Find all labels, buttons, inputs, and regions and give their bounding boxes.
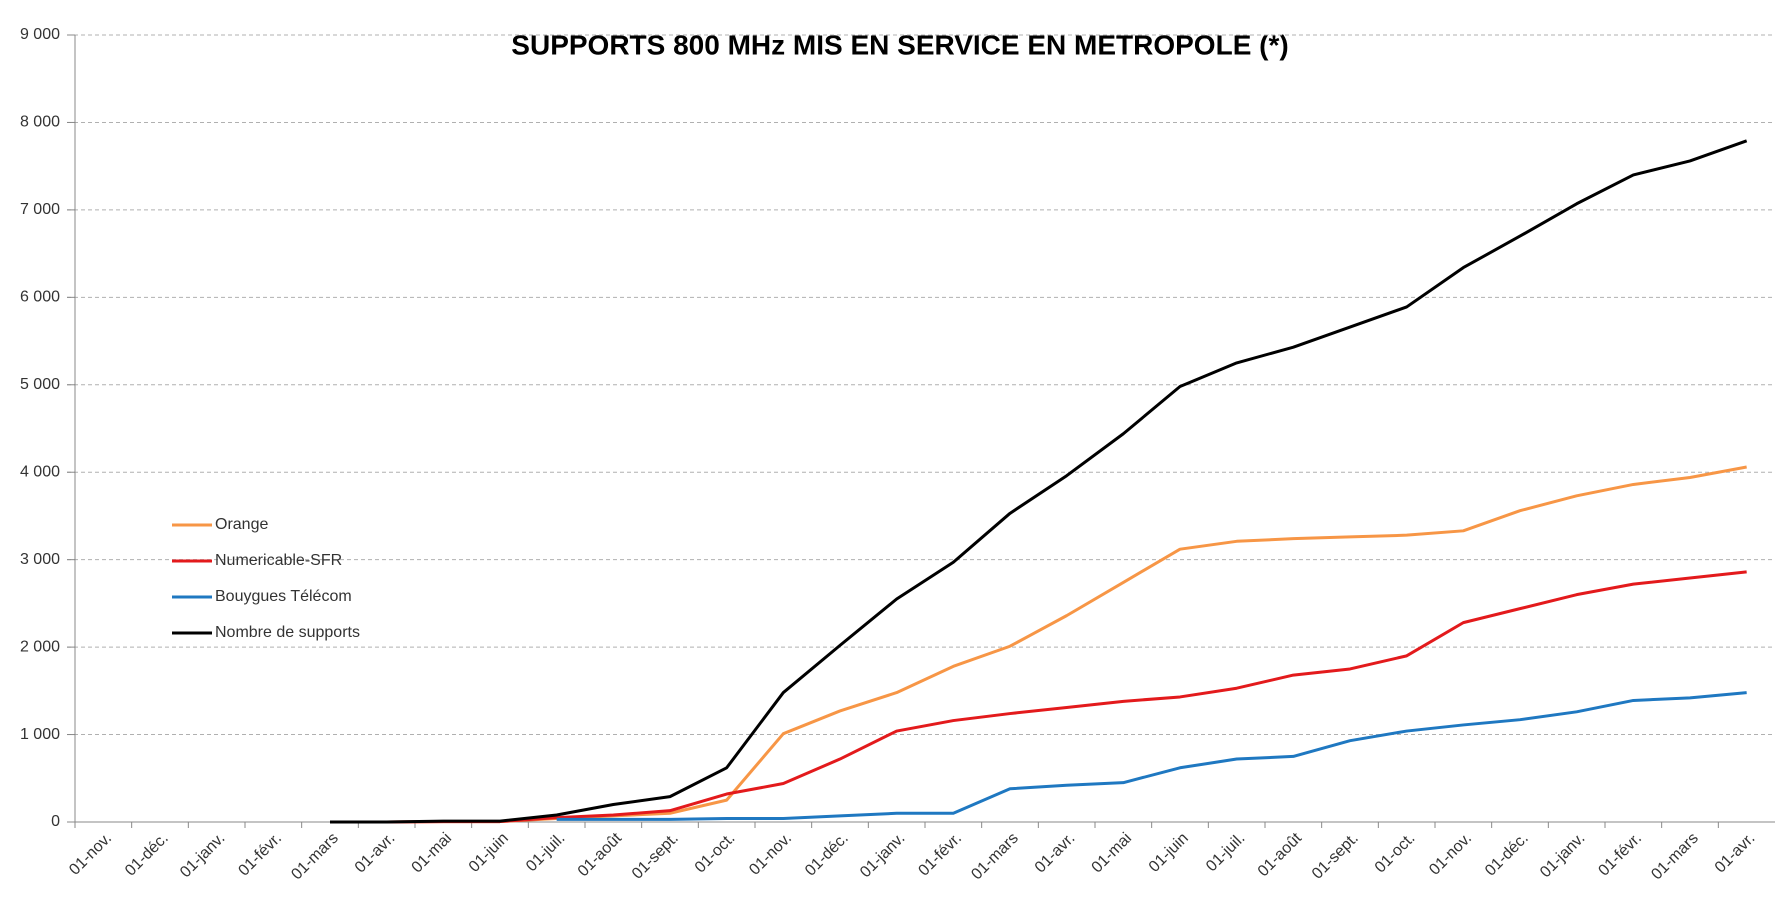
y-tick-label: 6 000	[20, 289, 60, 306]
x-tick-label: 01-sept.	[629, 830, 682, 883]
series-line	[330, 570, 1747, 824]
x-tick-label: 01-mars	[288, 830, 342, 884]
x-tick-label: 01-janv.	[177, 830, 228, 881]
x-tick-label: 01-févr.	[915, 830, 965, 880]
x-tick-label: 01-oct.	[1372, 830, 1419, 877]
y-tick-label: 3 000	[20, 551, 60, 568]
x-tick-label: 01-oct.	[692, 830, 739, 877]
x-tick-label: 01-janv.	[857, 830, 908, 881]
x-tick-label: 01-août	[1255, 829, 1306, 880]
y-tick-label: 8 000	[20, 114, 60, 131]
y-tick-label: 2 000	[20, 638, 60, 655]
x-tick-label: 01-déc.	[1482, 830, 1532, 880]
legend-label: Numericable-SFR	[215, 552, 342, 569]
y-tick-label: 0	[51, 813, 60, 830]
x-tick-label: 01-juin	[1146, 830, 1192, 876]
x-tick-label: 01-févr.	[235, 830, 285, 880]
x-tick-label: 01-mars	[968, 830, 1022, 884]
y-tick-label: 9 000	[20, 26, 60, 43]
x-tick-label: 01-août	[575, 829, 626, 880]
x-tick-label: 01-déc.	[802, 830, 852, 880]
x-tick-label: 01-avr.	[1032, 830, 1079, 877]
x-tick-label: 01-nov.	[1426, 830, 1475, 879]
series-line	[556, 691, 1747, 821]
y-tick-label: 4 000	[20, 463, 60, 480]
x-tick-label: 01-nov.	[746, 830, 795, 879]
x-tick-label: 01-déc.	[122, 830, 172, 880]
x-tick-label: 01-févr.	[1595, 830, 1645, 880]
x-tick-label: 01-nov.	[66, 830, 115, 879]
chart-title: SUPPORTS 800 MHz MIS EN SERVICE EN METRO…	[511, 29, 1288, 60]
x-tick-label: 01-mai	[409, 830, 456, 877]
x-tick-label: 01-juin	[466, 830, 512, 876]
x-tick-label: 01-sept.	[1309, 830, 1362, 883]
x-tick-label: 01-avr.	[1712, 830, 1759, 877]
y-tick-label: 7 000	[20, 201, 60, 218]
series-line	[330, 465, 1747, 824]
x-tick-label: 01-avr.	[352, 830, 399, 877]
y-tick-label: 1 000	[20, 726, 60, 743]
x-tick-label: 01-janv.	[1537, 830, 1588, 881]
series-line	[330, 139, 1748, 824]
legend-label: Orange	[215, 516, 268, 533]
legend-label: Nombre de supports	[215, 624, 360, 641]
legend-label: Bouygues Télécom	[215, 588, 352, 605]
x-tick-label: 01-juil.	[523, 830, 568, 875]
y-tick-label: 5 000	[20, 376, 60, 393]
x-tick-label: 01-mai	[1089, 830, 1136, 877]
x-tick-label: 01-mars	[1648, 830, 1702, 884]
x-tick-label: 01-juil.	[1203, 830, 1248, 875]
